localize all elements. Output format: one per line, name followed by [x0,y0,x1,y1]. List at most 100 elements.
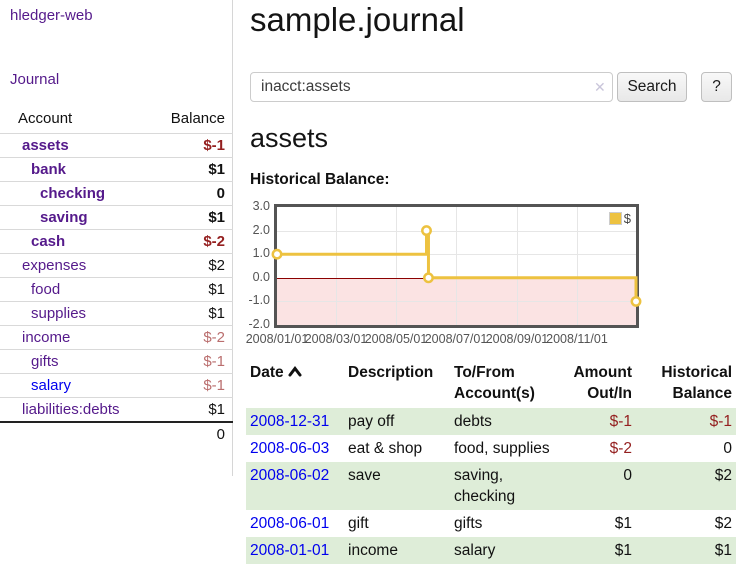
current-account-heading: assets [250,123,329,153]
txn-description-cell: pay off [348,413,395,430]
txn-date-cell: 2008-06-01 [246,510,344,537]
txn-date-cell: 2008-01-01 [246,537,344,564]
accounts-total-spacer [0,421,154,446]
transaction-date-link[interactable]: 2008-06-02 [250,467,330,484]
account-link-gifts[interactable]: gifts [31,353,59,370]
txn-accounts-cell: food, supplies [454,440,550,457]
x-axis-tick-label: 2008/03/01 [304,332,368,346]
account-link-supplies[interactable]: supplies [31,305,87,322]
data-point-marker [630,295,642,307]
data-point-marker [271,248,283,260]
txns-header-amount: Amount Out/In [573,364,632,402]
txn-amount-cell: $-1 [609,413,632,430]
account-link-saving[interactable]: saving [40,209,88,226]
app-brand-link[interactable]: hledger-web [10,7,93,24]
account-row: salary $-1 [0,373,233,398]
data-point-marker [423,272,434,284]
help-button[interactable]: ? [701,72,732,102]
sidebar-item-journal[interactable]: Journal [10,71,60,88]
txn-date-cell: 2008-06-03 [246,435,344,462]
account-link-income[interactable]: income [22,329,71,346]
account-balance: $2 [153,253,233,278]
transaction-row: 2008-01-01 income salary $1 $1 [246,537,736,564]
account-balance: $1 [153,397,233,422]
txn-description-cell: income [348,542,398,559]
search-button[interactable]: Search [617,72,687,102]
accounts-total-value: 0 [153,421,233,446]
x-axis-tick-label: 2008/05/01 [364,332,428,346]
account-link-expenses[interactable]: expenses [22,257,87,274]
txn-description-cell: eat & shop [348,440,423,457]
account-balance: $1 [153,157,233,182]
search-input[interactable] [250,72,613,102]
txn-accounts-cell: salary [454,542,496,559]
x-axis-tick-label: 2008/01/01 [245,332,309,346]
v-gridline [576,207,578,325]
transaction-row: 2008-12-31 pay off debts $-1 $-1 [246,408,736,435]
page-title: sample.journal [250,1,465,38]
account-link-checking[interactable]: checking [40,185,106,202]
data-point-marker [421,225,432,237]
txn-description-cell: save [348,467,381,484]
v-gridline [456,207,457,325]
y-axis-tick-label: 3.0 [252,199,270,213]
transaction-date-link[interactable]: 2008-06-03 [250,440,330,457]
account-row: bank $1 [0,157,233,182]
account-row: cash $-2 [0,229,233,254]
chart-plot-area: $ [271,207,642,325]
txn-accounts-cell: debts [454,413,492,430]
txns-header-date[interactable]: Date [246,360,344,408]
transaction-date-link[interactable]: 2008-01-01 [250,542,330,559]
transaction-date-link[interactable]: 2008-06-01 [250,515,330,532]
account-link-bank[interactable]: bank [31,161,67,178]
account-balance: $-2 [153,229,233,254]
accounts-header-balance: Balance [170,110,225,127]
transaction-row: 2008-06-02 save saving, checking 0 $2 [246,462,736,510]
account-link-food[interactable]: food [31,281,61,298]
sort-ascending-icon [288,362,302,383]
account-balance: $1 [153,301,233,326]
y-axis-tick-label: -2.0 [248,317,270,331]
txns-header-description: Description [348,364,434,381]
account-row: gifts $-1 [0,349,233,374]
historical-balance-chart[interactable]: $ [271,204,642,328]
txn-balance-cell: 0 [723,440,732,457]
account-balance: 0 [153,181,233,206]
y-axis-tick-label: 2.0 [252,222,270,237]
txn-balance-cell: $1 [714,542,732,559]
txn-balance-cell: $-1 [709,413,732,430]
x-axis-tick-label: 2008/07/01 [424,332,488,346]
account-balance: $-1 [153,373,233,398]
account-link-salary[interactable]: salary [31,377,72,394]
txn-amount-cell: $1 [614,515,632,532]
account-balance: $1 [153,277,233,302]
txns-header-balance: Historical Balance [661,364,732,402]
v-gridline [396,207,397,325]
transaction-row: 2008-06-03 eat & shop food, supplies $-2 0 [246,435,736,462]
account-balance: $-1 [153,133,233,158]
accounts-balance-table: Account Balance assets $-1 bank $1 checking 0… [0,106,233,446]
account-link-liabilities-debts[interactable]: liabilities:debts [22,401,120,418]
chart-legend: $ [606,210,633,227]
transactions-table: Date Description To/From Account(s) Amou… [246,360,736,564]
legend-swatch [608,212,622,225]
account-link-cash[interactable]: cash [31,233,66,250]
txns-header-date-label: Date [250,364,284,381]
x-axis-tick-label: 2008/11/01 [546,332,608,346]
accounts-header-account: Account [18,110,73,127]
txn-balance-cell: $2 [714,467,732,484]
txn-accounts-cell: saving, checking [454,467,516,505]
account-balance: $1 [153,205,233,230]
account-row: saving $1 [0,205,233,230]
txn-amount-cell: $1 [614,542,632,559]
txn-date-cell: 2008-12-31 [246,408,344,435]
clear-search-icon[interactable]: ✕ [594,79,606,95]
account-link-assets[interactable]: assets [22,137,69,154]
v-gridline [516,207,518,325]
transaction-date-link[interactable]: 2008-12-31 [250,413,330,430]
txn-balance-cell: $2 [714,515,732,532]
account-row: food $1 [0,277,233,302]
sidebar: hledger-web Journal Account Balance asse… [0,0,233,476]
account-row: checking 0 [0,181,233,206]
